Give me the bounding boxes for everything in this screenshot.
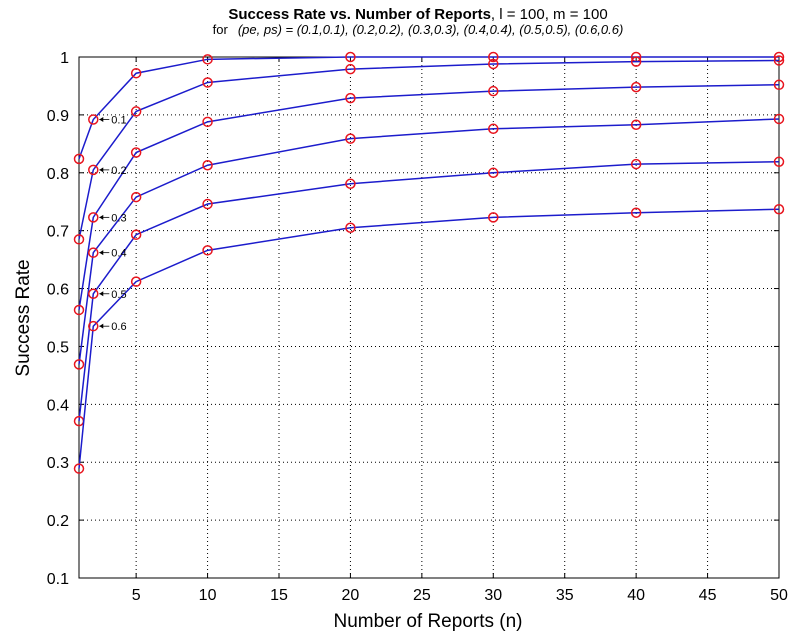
data-point <box>130 276 142 287</box>
plot-frame <box>78 56 780 579</box>
data-point <box>345 178 356 190</box>
series-label: 0.3 <box>111 212 126 224</box>
data-point <box>345 222 356 234</box>
data-point <box>88 288 99 300</box>
data-point <box>88 164 99 176</box>
data-point <box>202 116 213 128</box>
series-line <box>78 84 780 311</box>
data-point <box>130 106 142 117</box>
series-label-arrowhead <box>99 117 104 123</box>
data-point <box>130 191 142 203</box>
data-point <box>88 212 99 223</box>
data-point <box>630 81 642 93</box>
data-point <box>73 153 85 165</box>
x-tick-label: 5 <box>132 587 141 604</box>
data-point <box>773 113 785 125</box>
data-point <box>488 51 499 63</box>
x-tick-label: 20 <box>342 587 360 604</box>
series-label: 0.4 <box>111 248 126 260</box>
x-tick-label: 25 <box>413 587 431 604</box>
y-tick-label: 0.9 <box>47 108 69 125</box>
x-tick-label: 40 <box>627 587 645 604</box>
y-tick-label: 0.3 <box>47 455 69 472</box>
data-point <box>345 133 356 144</box>
series-line <box>78 161 780 422</box>
data-point <box>202 245 213 256</box>
series-labels: 0.1 0.2 0.3 0.4 0.5 0.6 <box>99 115 127 333</box>
y-tick-label: 1 <box>60 50 69 67</box>
data-point <box>630 119 642 130</box>
y-tick-label: 0.6 <box>47 282 69 299</box>
chart-subtitle: for (pe, ps) = (0.1,0.1), (0.2,0.2), (0.3… <box>213 22 624 37</box>
data-point <box>88 320 99 332</box>
series-label: 0.2 <box>111 165 126 177</box>
data-point <box>773 156 785 168</box>
y-tick-label: 0.1 <box>47 571 69 588</box>
chart-title: Success Rate vs. Number of Reports, l = … <box>228 6 607 23</box>
data-point <box>130 147 142 158</box>
y-tick-label: 0.5 <box>47 339 69 356</box>
data-point <box>488 212 499 223</box>
series-line <box>78 208 780 469</box>
series-line <box>78 56 779 160</box>
data-point <box>488 167 499 179</box>
x-tick-label: 50 <box>770 587 788 604</box>
data-point <box>630 158 642 170</box>
data-point <box>345 92 356 104</box>
series-label: 0.5 <box>111 289 126 301</box>
data-point <box>630 56 642 67</box>
data-point <box>73 359 85 370</box>
data-point <box>73 463 85 474</box>
y-axis-label: Success Rate <box>13 259 34 376</box>
data-point <box>773 55 785 66</box>
x-axis-label: Number of Reports (n) <box>333 611 522 632</box>
data-point <box>488 123 499 135</box>
series-group <box>73 51 785 474</box>
y-tick-label: 0.8 <box>47 166 69 183</box>
y-tick-label: 0.7 <box>47 224 69 241</box>
series-label-arrowhead <box>99 323 104 329</box>
data-point <box>345 63 356 75</box>
data-point <box>202 198 213 210</box>
series-label-arrowhead <box>99 214 104 220</box>
data-point <box>488 85 499 97</box>
data-point <box>773 79 785 91</box>
x-tick-label: 30 <box>484 587 502 604</box>
x-tick-label: 45 <box>699 587 717 604</box>
series-label: 0.6 <box>111 321 126 333</box>
series-line <box>78 59 780 240</box>
series-label: 0.1 <box>111 115 126 127</box>
data-point <box>130 229 142 240</box>
data-point <box>130 67 142 79</box>
data-point <box>202 54 213 65</box>
data-point <box>202 160 213 171</box>
data-point <box>88 114 99 125</box>
x-tick-label: 35 <box>556 587 574 604</box>
x-tick-label: 10 <box>199 587 217 604</box>
series-label-arrowhead <box>99 291 104 297</box>
data-point <box>73 234 85 245</box>
series-label-arrowhead <box>99 250 104 256</box>
data-point <box>488 58 499 70</box>
series-label-arrowhead <box>99 167 104 173</box>
axis-ticks: 5 10 15 20 25 30 35 40 45 50 0.1 0.2 0.3 0.4 0.5 0.6 0.7… <box>47 50 788 604</box>
data-point <box>773 51 785 63</box>
data-point <box>88 247 99 258</box>
data-point <box>630 207 642 218</box>
data-point <box>345 51 356 63</box>
data-point <box>73 304 85 316</box>
y-tick-label: 0.2 <box>47 513 69 530</box>
x-tick-label: 15 <box>270 587 288 604</box>
grid <box>79 57 779 578</box>
data-point <box>202 77 213 88</box>
data-point <box>773 203 785 215</box>
series-line <box>78 118 780 365</box>
y-tick-label: 0.4 <box>47 397 69 414</box>
